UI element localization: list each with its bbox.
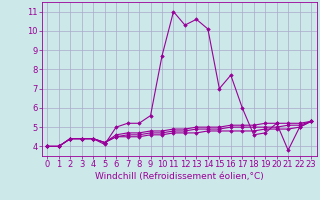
X-axis label: Windchill (Refroidissement éolien,°C): Windchill (Refroidissement éolien,°C) (95, 172, 264, 181)
